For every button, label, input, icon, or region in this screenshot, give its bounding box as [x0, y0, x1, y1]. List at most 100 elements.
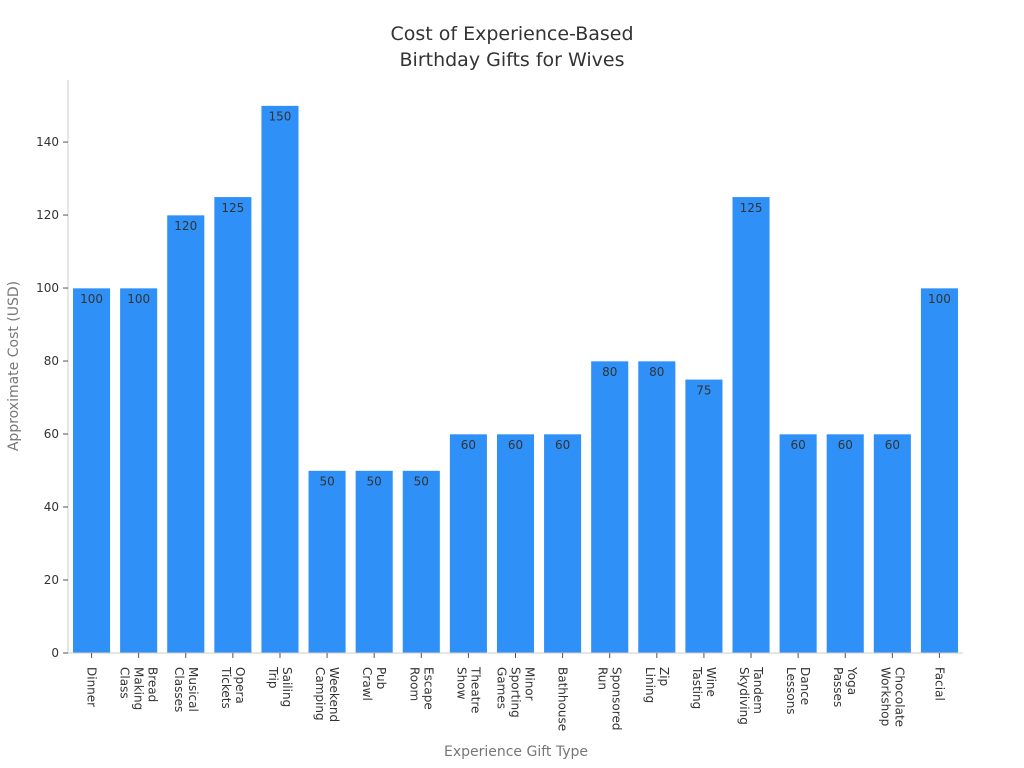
x-tick-label-line: Pub: [374, 667, 388, 689]
x-tick-label-line: Sporting: [509, 667, 523, 718]
x-tick-label-line: Lessons: [784, 667, 798, 715]
x-tick-label-line: Theatre: [468, 666, 482, 713]
bar-value-label: 75: [696, 383, 711, 397]
bar: [213, 196, 253, 654]
x-tick-label-line: Class: [118, 667, 132, 699]
bar-value-label: 50: [319, 475, 334, 489]
bar: [684, 378, 724, 654]
x-tick-label-line: Tickets: [219, 666, 233, 709]
x-tick-label-line: Yoga: [845, 666, 859, 695]
x-tick-label-line: Opera: [233, 667, 247, 704]
bar-value-label: 60: [790, 438, 805, 452]
x-tick-label-line: Tasting: [690, 666, 704, 709]
x-tick-label-line: Bread: [146, 667, 160, 702]
x-tick-label-line: Games: [495, 667, 509, 709]
x-tick-label-line: Zip: [657, 667, 671, 686]
x-tick-label-line: Bathhouse: [556, 667, 570, 731]
bar-value-label: 125: [221, 201, 244, 215]
bar: [731, 196, 771, 654]
x-tick-label-line: Room: [407, 667, 421, 701]
bar-value-label: 80: [602, 365, 617, 379]
x-tick-label: Bathhouse: [556, 667, 570, 731]
x-tick-label-line: Dinner: [85, 667, 99, 707]
bar: [637, 360, 676, 654]
x-tick-label-line: Chocolate: [892, 667, 906, 727]
bar: [543, 433, 582, 654]
x-tick-label-line: Lining: [643, 667, 657, 703]
y-tick-label: 120: [36, 208, 59, 222]
bar-value-label: 50: [414, 475, 429, 489]
bar-value-label: 120: [174, 219, 197, 233]
bar-value-label: 100: [80, 292, 103, 306]
bar-value-label: 100: [127, 292, 150, 306]
y-tick-label: 40: [44, 500, 59, 514]
y-tick-label: 20: [44, 573, 59, 587]
x-tick-label-line: Musical: [186, 667, 200, 712]
bar-value-label: 80: [649, 365, 664, 379]
x-tick-label-line: Show: [454, 667, 468, 700]
y-tick-label: 80: [44, 354, 59, 368]
x-tick-label-line: Dance: [798, 667, 812, 705]
bar-value-label: 60: [508, 438, 523, 452]
bar: [826, 433, 865, 654]
x-tick-label-line: Facial: [932, 667, 946, 701]
x-tick-label-line: Sponsored: [610, 667, 624, 730]
bar: [449, 433, 488, 654]
y-tick-label: 140: [36, 135, 59, 149]
x-tick-label-line: Passes: [831, 667, 845, 707]
y-tick-label: 100: [36, 281, 59, 295]
y-tick-label: 60: [44, 427, 59, 441]
bar-series: 100 100 120 125 150 50 50 50 60 60 60 80 80 75 125 60 60…: [72, 105, 959, 654]
bar: [590, 360, 629, 654]
bar-value-label: 60: [838, 438, 853, 452]
y-axis: 0 20 40 60 80 100 120 140: [36, 80, 69, 660]
bar-value-label: 60: [461, 438, 476, 452]
x-tick-label-line: Wine: [704, 667, 718, 697]
bar-value-label: 50: [367, 475, 382, 489]
y-axis-title: Approximate Cost (USD): [6, 281, 22, 451]
x-tick-label-line: Sailing: [280, 667, 294, 707]
bar-value-label: 100: [928, 292, 951, 306]
x-tick-label-line: Weekend: [327, 667, 341, 722]
bar: [920, 287, 959, 654]
x-tick-label-line: Trip: [266, 666, 280, 688]
x-tick-label-line: Making: [132, 667, 146, 710]
bar: [119, 287, 158, 654]
bar-value-label: 60: [555, 438, 570, 452]
chart-title-line-2: Birthday Gifts for Wives: [400, 49, 625, 71]
x-tick-label-line: Skydiving: [737, 667, 751, 725]
x-tick-label-line: Escape: [421, 667, 435, 710]
bar: [496, 433, 535, 654]
bar-value-label: 60: [885, 438, 900, 452]
bar: [778, 433, 818, 654]
x-tick-label-line: Run: [596, 667, 610, 690]
bar: [166, 214, 205, 654]
bar: [260, 105, 300, 654]
bar-value-label: 125: [740, 201, 763, 215]
bar-value-label: 150: [269, 110, 292, 124]
x-tick-label-line: Minor: [523, 667, 537, 701]
bar: [402, 470, 441, 654]
bar: [307, 470, 347, 654]
bar: [72, 287, 111, 654]
x-tick-label-line: Camping: [313, 667, 327, 721]
x-tick-label-line: Classes: [172, 667, 186, 712]
y-tick-label: 0: [51, 646, 59, 660]
x-tick-label: Facial: [932, 667, 946, 701]
